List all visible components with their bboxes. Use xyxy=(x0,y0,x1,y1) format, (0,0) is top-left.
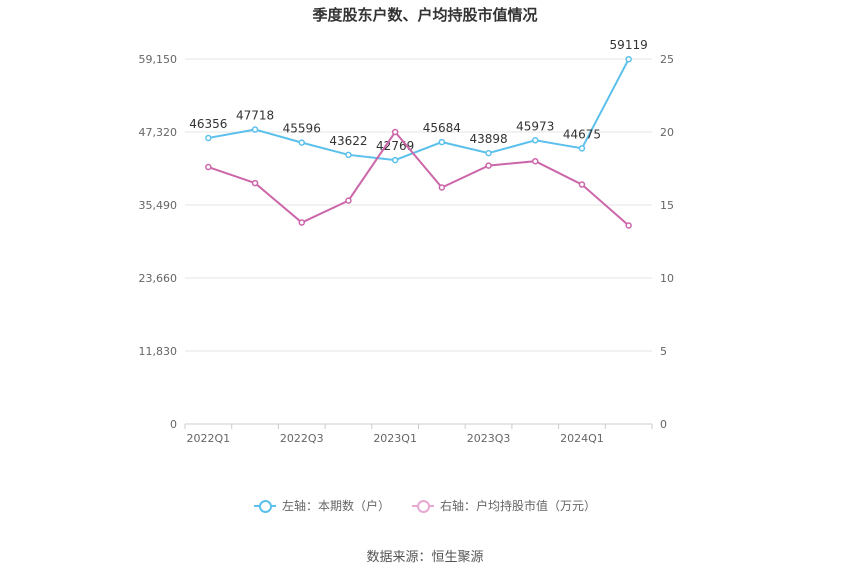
data-point-series-1 xyxy=(532,137,539,144)
line-chart: 0 0 11,830 5 23,660 10 35,490 15 47,320 20 59,150 2… xyxy=(139,38,675,445)
data-source-note: 数据来源：恒生聚源 xyxy=(366,550,484,565)
data-point-series-2 xyxy=(532,157,539,165)
y-left-tick-label: 11,830 xyxy=(139,345,178,358)
x-tick-label: 2024Q1 xyxy=(560,432,604,445)
y-right-tick-label: 20 xyxy=(660,126,674,139)
y-left-tick-label: 35,490 xyxy=(139,199,178,212)
data-label: 47718 xyxy=(236,109,274,123)
data-point-series-2 xyxy=(578,181,586,188)
legend-label-series-1: 左轴：本期数（户） xyxy=(281,499,390,513)
data-point-series-2 xyxy=(251,179,259,187)
y-right-tick-label: 25 xyxy=(660,53,674,66)
data-point-series-2 xyxy=(298,219,305,226)
data-point-series-1 xyxy=(625,55,632,63)
x-tick-label: 2022Q1 xyxy=(187,432,231,445)
data-point-series-1 xyxy=(251,126,259,133)
data-label: 45973 xyxy=(516,119,554,133)
data-point-series-2 xyxy=(438,184,446,191)
series-line-1 xyxy=(208,58,630,162)
data-point-series-1 xyxy=(485,149,492,157)
legend-label-series-2: 右轴：户均持股市值（万元） xyxy=(440,499,597,513)
data-label: 59119 xyxy=(610,38,648,52)
y-left-tick-label: 23,660 xyxy=(139,272,178,285)
data-point-series-2 xyxy=(205,163,212,171)
data-label: 45684 xyxy=(423,121,461,135)
y-left-tick-label: 0 xyxy=(170,418,177,431)
x-tick-label: 2023Q3 xyxy=(467,432,511,445)
legend-marker-icon xyxy=(412,499,434,513)
chart-legend: 左轴：本期数（户） 右轴：户均持股市值（万元） xyxy=(0,497,850,514)
data-point-series-2 xyxy=(345,197,352,204)
data-point-series-2 xyxy=(391,128,399,136)
data-label: 46356 xyxy=(189,117,227,131)
data-label: 44675 xyxy=(563,127,601,141)
data-point-series-2 xyxy=(625,222,632,229)
data-label: 45596 xyxy=(283,122,321,136)
y-right-tick-label: 15 xyxy=(660,199,674,212)
legend-marker-icon xyxy=(253,499,276,513)
y-left-tick-label: 59,150 xyxy=(139,53,178,66)
data-point-series-1 xyxy=(578,145,586,152)
x-tick-label: 2022Q3 xyxy=(280,432,324,445)
y-right-tick-label: 0 xyxy=(660,418,667,431)
series-line-2 xyxy=(208,130,630,227)
chart-title: 季度股东户数、户均持股市值情况 xyxy=(312,6,538,24)
data-label: 43622 xyxy=(329,134,367,148)
data-point-series-2 xyxy=(485,162,492,169)
data-point-series-1 xyxy=(438,138,446,146)
data-point-series-1 xyxy=(298,139,305,146)
legend-item-series-1[interactable]: 左轴：本期数（户） xyxy=(253,497,390,514)
x-tick-label: 2023Q1 xyxy=(373,432,417,445)
data-point-series-1 xyxy=(345,151,352,159)
y-right-tick-label: 10 xyxy=(660,272,674,285)
data-point-series-1 xyxy=(205,134,212,142)
y-right-tick-label: 5 xyxy=(660,345,667,358)
legend-item-series-2[interactable]: 右轴：户均持股市值（万元） xyxy=(412,497,596,514)
data-point-series-1 xyxy=(391,156,399,164)
data-label: 43898 xyxy=(469,132,507,146)
y-left-tick-label: 47,320 xyxy=(139,126,178,139)
